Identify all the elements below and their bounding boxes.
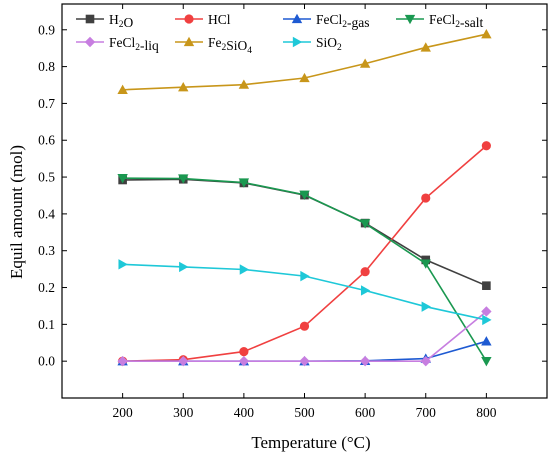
legend-label: SiO2 xyxy=(316,35,342,53)
legend-entry-fecl2-salt: FeCl2-salt xyxy=(396,12,484,30)
data-point-fecl2-liq xyxy=(420,355,431,367)
data-point-fecl2-liq xyxy=(117,355,128,367)
legend-marker xyxy=(183,36,195,47)
legend-marker xyxy=(404,14,416,25)
data-point-fe2sio4 xyxy=(481,28,492,39)
data-point-fecl2-salt xyxy=(178,174,189,184)
y-tick-label: 0.1 xyxy=(38,317,55,332)
x-tick-label: 300 xyxy=(173,405,194,420)
legend: H2O HCl FeCl2-gas FeCl2-salt FeCl2-liq Fe2SiO… xyxy=(76,12,484,56)
data-point-fe2sio4 xyxy=(359,58,371,68)
data-point-fe2sio4 xyxy=(238,79,250,89)
axis-labels: Temperature (°C) Equil amount (mol) xyxy=(7,145,371,452)
data-point-sio2 xyxy=(118,259,128,270)
series-hcl xyxy=(118,141,491,366)
data-point-fecl2-liq xyxy=(178,355,189,367)
series-layer xyxy=(117,28,492,367)
data-point-fecl2-salt xyxy=(420,259,431,269)
series-line-fecl2-liq xyxy=(122,310,487,362)
x-tick-label: 600 xyxy=(355,405,376,420)
legend-entry-h2o: H2O xyxy=(76,12,134,30)
legend-marker xyxy=(85,14,95,24)
data-point-fe2sio4 xyxy=(420,42,431,52)
series-fecl2-salt xyxy=(117,174,492,367)
y-tick-label: 0.3 xyxy=(38,243,55,258)
plot-frame xyxy=(61,3,548,399)
legend-entry-fe2sio4: Fe2SiO4 xyxy=(175,35,252,56)
y-axis-title: Equil amount (mol) xyxy=(7,145,26,279)
legend-marker xyxy=(84,36,96,48)
y-tick-label: 0.0 xyxy=(38,354,55,369)
data-point-fecl2-liq xyxy=(359,355,371,367)
data-point-fe2sio4 xyxy=(299,72,310,83)
legend-marker xyxy=(184,14,194,24)
y-tick-label: 0.7 xyxy=(38,96,55,111)
legend-entry-fecl2-liq: FeCl2-liq xyxy=(76,35,159,53)
x-tick-label: 800 xyxy=(476,405,497,420)
axes: 200 300 400 500 600 700 800 0.0 0.1 0.2 0.3 0.4 0.5 0… xyxy=(38,3,548,420)
y-tick-label: 0.6 xyxy=(38,133,55,148)
data-point-hcl xyxy=(299,321,310,331)
data-point-sio2 xyxy=(482,314,492,326)
x-tick-label: 500 xyxy=(294,405,315,420)
legend-label: H2O xyxy=(109,12,134,30)
data-point-hcl xyxy=(481,141,491,151)
legend-entry-sio2: SiO2 xyxy=(283,35,342,53)
data-point-fecl2-salt xyxy=(238,178,250,188)
x-tick-label: 700 xyxy=(416,405,437,420)
legend-marker xyxy=(291,13,303,24)
data-point-fecl2-gas xyxy=(481,336,492,346)
data-point-sio2 xyxy=(300,270,310,282)
legend-label: FeCl2-liq xyxy=(109,35,159,53)
y-tick-label: 0.5 xyxy=(38,170,55,185)
legend-label: FeCl2-gas xyxy=(316,12,370,30)
data-point-fecl2-liq xyxy=(238,355,250,367)
legend-entry-fecl2-gas: FeCl2-gas xyxy=(283,12,370,30)
y-tick-label: 0.2 xyxy=(38,280,55,295)
data-point-sio2 xyxy=(360,285,371,296)
data-point-fe2sio4 xyxy=(117,84,128,94)
data-point-hcl xyxy=(421,193,431,203)
data-point-sio2 xyxy=(421,301,431,312)
data-point-fecl2-salt xyxy=(359,219,371,229)
legend-label: HCl xyxy=(208,12,231,27)
data-point-sio2 xyxy=(239,264,250,275)
x-tick-label: 400 xyxy=(234,405,255,420)
data-point-h2o xyxy=(482,281,491,290)
series-fe2sio4 xyxy=(117,28,492,94)
legend-label: FeCl2-salt xyxy=(429,12,484,30)
data-point-hcl xyxy=(360,267,370,277)
data-point-fecl2-salt xyxy=(481,357,492,367)
y-tick-label: 0.9 xyxy=(38,22,55,37)
data-point-fecl2-liq xyxy=(299,355,310,367)
legend-entry-hcl: HCl xyxy=(175,12,231,27)
x-tick-label: 200 xyxy=(113,405,134,420)
data-point-fecl2-salt xyxy=(117,174,128,184)
series-fecl2-liq xyxy=(117,306,492,367)
series-line-fecl2-salt xyxy=(122,177,488,362)
data-point-hcl xyxy=(239,347,249,357)
data-point-sio2 xyxy=(179,261,189,273)
data-point-fecl2-liq xyxy=(481,306,492,317)
y-tick-label: 0.8 xyxy=(38,59,55,74)
y-tick-label: 0.4 xyxy=(38,206,55,221)
x-axis-title: Temperature (°C) xyxy=(251,433,370,452)
data-point-fe2sio4 xyxy=(178,82,189,92)
legend-label: Fe2SiO4 xyxy=(208,35,252,56)
series-sio2 xyxy=(118,259,492,326)
data-point-fecl2-salt xyxy=(299,190,310,200)
legend-marker xyxy=(292,36,303,48)
